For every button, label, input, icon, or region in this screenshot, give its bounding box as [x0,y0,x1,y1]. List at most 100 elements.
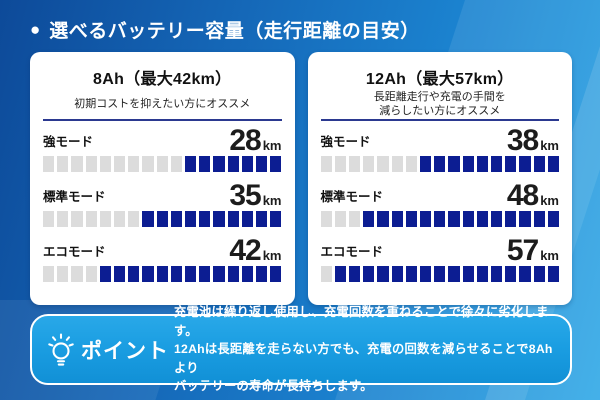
bar-segment [547,211,559,227]
bar-segment [320,156,332,172]
bar-segment [241,156,254,172]
bar-segment [85,156,97,172]
mode-label: エコモード [43,245,106,259]
card-title: 12Ah（最大57km） [365,71,514,88]
distance-unit: km [540,248,559,263]
bar-segment [405,211,417,227]
bar-segment [227,156,239,172]
bar-segment [156,266,168,282]
card-header: 8Ah（最大42km） 初期コストを抑えたい方にオススメ [43,62,282,121]
bar-segment [505,156,517,172]
bar-segment [505,266,517,282]
bar-segment [185,156,197,172]
bar-segment [533,156,545,172]
bar-segment [270,156,282,172]
bar-segment [391,266,403,282]
bar-segment [128,266,140,282]
mode-row: 標準モード 35 km [43,179,282,227]
capacity-bar [320,266,560,282]
bar-segment [505,211,517,227]
bar-segment [490,266,503,282]
bar-segment [547,266,559,282]
mode-row: 強モード 38 km [320,126,559,172]
bar-segment [448,211,460,227]
bar-segment [85,266,97,282]
bar-segment [114,156,126,172]
bar-segment [334,266,346,282]
bar-segment [99,156,112,172]
card-title: 8Ah（最大42km） [93,71,232,88]
bar-segment [547,156,559,172]
bar-segment [476,156,488,172]
bar-segment [405,156,417,172]
bar-segment [128,211,140,227]
bar-segment [128,156,140,172]
bar-segment [363,266,375,282]
bar-segment [170,156,183,172]
bar-segment [476,266,488,282]
bar-segment [476,211,488,227]
bar-segment [142,266,154,282]
bar-segment [57,211,69,227]
bar-segment [227,211,239,227]
bar-segment [533,211,545,227]
bar-segment [227,266,239,282]
bar-segment [490,211,503,227]
bar-segment [434,211,446,227]
bar-segment [85,211,97,227]
bar-segment [419,266,432,282]
bar-segment [448,156,460,172]
point-box: ポイント 充電池は繰り返し使用し、充電回数を重ねることで徐々に劣化します。 12A… [30,305,572,393]
bar-segment [170,211,183,227]
bar-segment [71,156,83,172]
distance-value: 35 km [229,179,282,212]
bar-segment [99,211,112,227]
mode-label: エコモード [320,245,384,259]
distance-number: 35 [229,179,261,212]
distance-value: 42 km [229,236,282,266]
mode-label: 強モード [43,135,94,149]
mode-row: 標準モード 48 km [320,179,559,227]
bar-segment [419,156,432,172]
bar-segment [270,266,282,282]
capacity-bar [43,156,282,172]
bar-segment [377,211,389,227]
mode-rows: 強モード 38 km 標準モード 48 km エコモード 57 km [320,121,560,282]
mode-row: 強モード 28 km [43,126,282,172]
distance-value: 48 km [506,179,559,212]
bar-segment [419,211,432,227]
point-text: 充電池は繰り返し使用し、充電回数を重ねることで徐々に劣化します。 12Ahは長距離… [174,305,553,394]
bar-segment [519,266,531,282]
bar-segment [391,156,403,172]
distance-unit: km [540,193,559,208]
bar-segment [462,211,474,227]
distance-value: 38 km [507,126,559,156]
bar-segment [519,156,531,172]
distance-unit: km [262,193,282,208]
point-label-group: ポイント [46,332,174,368]
lightbulb-icon [46,332,76,368]
bar-segment [490,156,503,172]
distance-number: 48 [506,179,539,212]
bar-segment [256,211,268,227]
bar-segment [348,211,361,227]
bar-segment [391,211,403,227]
mode-label: 強モード [320,135,371,149]
bar-segment [57,156,69,172]
point-label: ポイント [81,339,169,363]
distance-unit: km [540,138,559,153]
distance-unit: km [262,138,282,153]
bar-segment [363,211,375,227]
page-title: 選べるバッテリー容量（走行距離の目安） [49,21,420,42]
capacity-bar [43,266,282,282]
bar-segment [241,266,254,282]
bar-segment [363,156,375,172]
bar-segment [99,266,112,282]
mode-rows: 強モード 28 km 標準モード 35 km エコモード 42 km [43,121,282,282]
bar-segment [199,211,211,227]
card-subtitle: 初期コストを抑えたい方にオススメ [74,97,251,110]
bar-segment [71,211,83,227]
distance-unit: km [262,248,282,263]
bar-segment [170,266,183,282]
battery-card-8ah: 8Ah（最大42km） 初期コストを抑えたい方にオススメ 強モード 28 km 標準モ… [30,52,295,305]
